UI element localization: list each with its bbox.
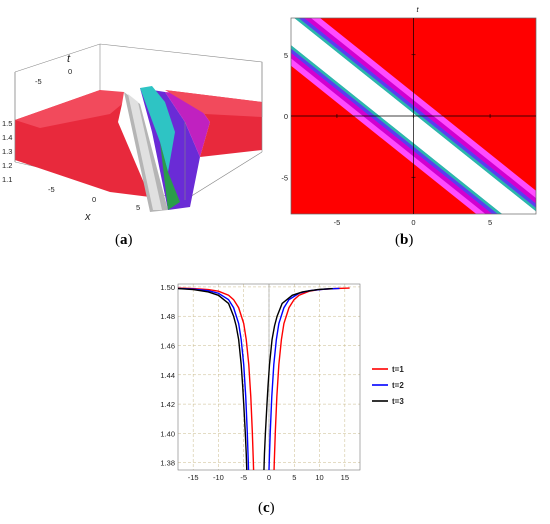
x-tick-label: -10 xyxy=(213,473,224,482)
y-tick-label: 1.42 xyxy=(160,400,175,409)
x-tick-label: 10 xyxy=(315,473,323,482)
surface-plateau-left-top xyxy=(15,90,124,128)
legend-label: t=1 xyxy=(392,365,404,374)
surface-plateau-right-top xyxy=(165,90,262,117)
x-tick-label: 5 xyxy=(292,473,296,482)
series-line-left xyxy=(177,287,255,471)
caption-b: (b) xyxy=(395,232,414,248)
y-tick-label: 1.38 xyxy=(160,459,175,468)
caption-a: (a) xyxy=(115,232,133,248)
y-tick-label: 1.48 xyxy=(160,312,175,321)
x-tick-label: 5 xyxy=(488,218,492,227)
surface-trough-slope-cyan xyxy=(140,86,175,172)
surface-trough-slope-green xyxy=(160,142,180,210)
x-tick-label: 0 xyxy=(92,195,96,204)
z-tick-label: 1.4 xyxy=(2,133,12,142)
t-tick-label: 0 xyxy=(68,67,72,76)
legend-label: t=3 xyxy=(392,397,404,406)
x-axis-label: x xyxy=(84,211,91,223)
x-tick-label: -5 xyxy=(240,473,247,482)
z-tick-label: 1.1 xyxy=(2,175,12,184)
x-tick-label: 5 xyxy=(136,203,140,212)
x-tick-label: -5 xyxy=(48,185,55,194)
caption-c: (c) xyxy=(258,500,275,516)
t-tick-label: -5 xyxy=(35,77,42,86)
legend-label: t=2 xyxy=(392,381,404,390)
x-tick-label: 0 xyxy=(411,218,415,227)
x-tick-label: -5 xyxy=(334,218,341,227)
y-tick-label: 1.44 xyxy=(160,371,175,380)
series-line-left xyxy=(177,287,248,471)
z-tick-label: 1.3 xyxy=(2,147,12,156)
density-plot: -5 0 5 -5 0 5 t xyxy=(281,5,537,227)
y-tick-label: 1.46 xyxy=(160,342,175,351)
x-tick-label: 15 xyxy=(341,473,349,482)
series-line-left xyxy=(177,287,250,471)
z-tick-label: 1.5 xyxy=(2,119,12,128)
y-tick-label: 5 xyxy=(284,51,288,60)
y-tick-label: -5 xyxy=(281,173,288,182)
y-tick-label: 1.40 xyxy=(160,429,175,438)
surface-trough-floor xyxy=(128,94,162,210)
t-axis-label: t xyxy=(417,5,420,14)
x-tick-label: -15 xyxy=(188,473,199,482)
z-tick-label: 1.2 xyxy=(2,161,12,170)
x-tick-label: 0 xyxy=(267,473,271,482)
line-plot: -15 -10 -5 0 5 10 15 1.38 1.40 1.42 1.44 1.46 1.48 1.… xyxy=(140,268,540,508)
y-tick-label: 1.50 xyxy=(160,283,175,292)
t-axis-label: t xyxy=(67,53,71,65)
y-tick-label: 0 xyxy=(284,112,288,121)
surface-plot: -5 0 t 1.5 1.4 1.3 1.2 1.1 -5 0 5 x xyxy=(2,43,263,223)
series-line-right xyxy=(263,287,333,471)
